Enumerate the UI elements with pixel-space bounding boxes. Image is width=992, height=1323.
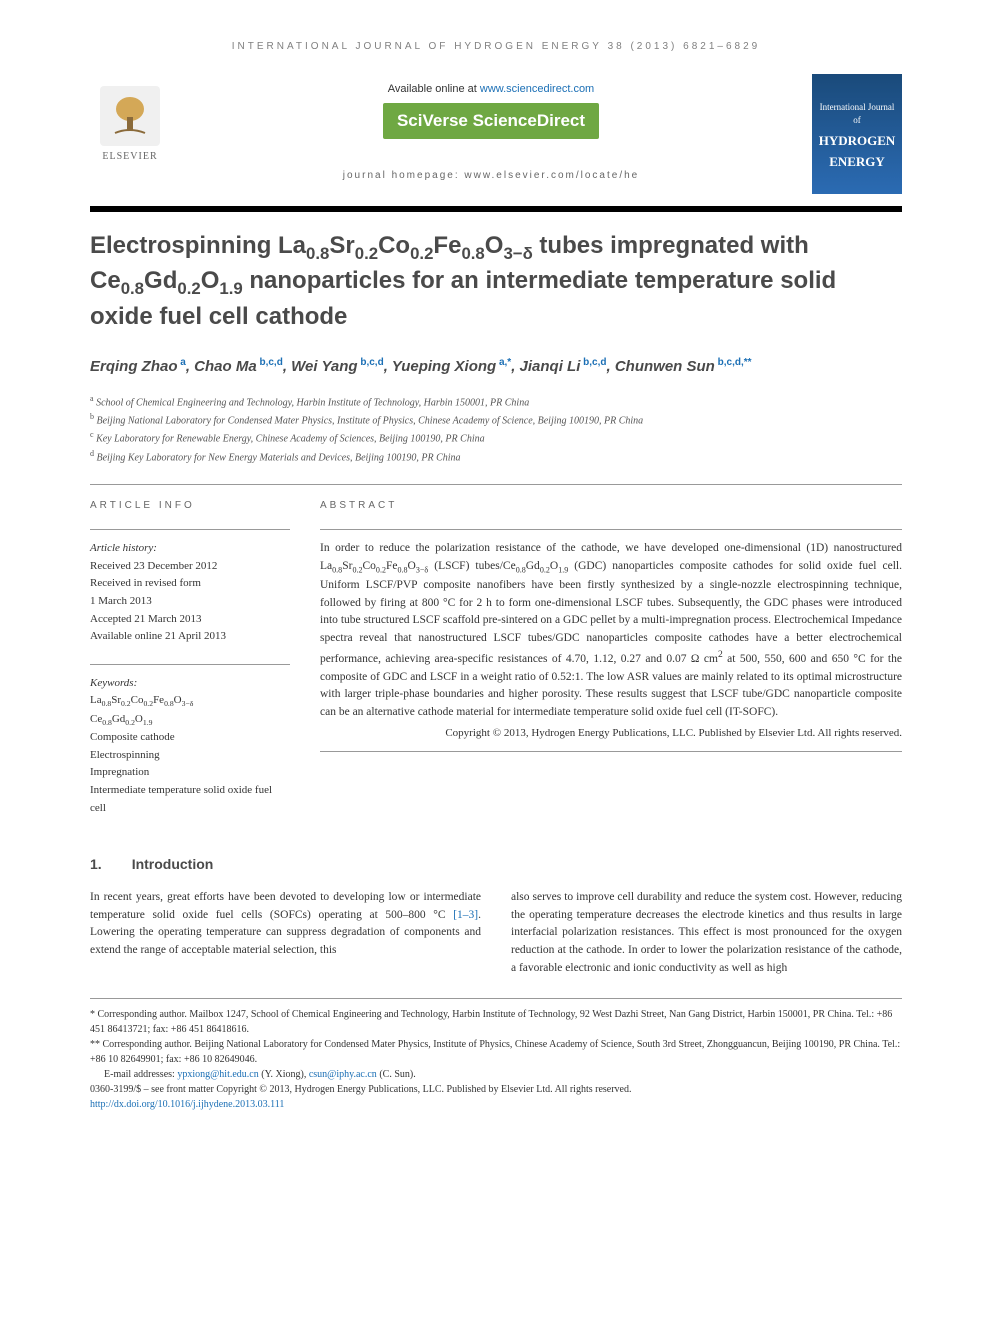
doi-link[interactable]: http://dx.doi.org/10.1016/j.ijhydene.201… [90,1099,284,1110]
keyword: Impregnation [90,764,290,782]
info-divider [90,664,290,665]
abstract-text: In order to reduce the polarization resi… [320,540,902,722]
divider [90,484,902,485]
history-line: Received 23 December 2012 [90,558,290,576]
available-online-text: Available online at www.sciencedirect.co… [170,82,812,97]
available-prefix: Available online at [388,83,480,95]
history-label: Article history: [90,540,290,558]
keyword: Ce0.8Gd0.2O1.9 [90,711,290,730]
running-header: INTERNATIONAL JOURNAL OF HYDROGEN ENERGY… [90,40,902,54]
history-line: 1 March 2013 [90,593,290,611]
section-title: Introduction [132,856,214,872]
keyword: Composite cathode [90,729,290,747]
corresponding-author-2: ** Corresponding author. Beijing Nationa… [90,1037,902,1067]
affiliations: a School of Chemical Engineering and Tec… [90,393,902,466]
body-col-left: In recent years, great efforts have been… [90,889,481,978]
elsevier-tree-icon [100,86,160,146]
sciencedirect-link[interactable]: www.sciencedirect.com [480,83,594,95]
footnotes: * Corresponding author. Mailbox 1247, Sc… [90,1007,902,1112]
journal-cover: International Journal of HYDROGEN ENERGY [812,74,902,194]
authors: Erqing Zhao a, Chao Ma b,c,d, Wei Yang b… [90,355,902,379]
section-number: 1. [90,856,102,872]
email-label: E-mail addresses: [104,1069,177,1080]
abstract-column: ABSTRACT In order to reduce the polariza… [320,499,902,835]
footer-divider [90,998,902,999]
abstract-heading: ABSTRACT [320,499,902,513]
email-name-2: (C. Sun). [377,1069,416,1080]
homepage-url[interactable]: www.elsevier.com/locate/he [464,170,639,181]
article-info-column: ARTICLE INFO Article history: Received 2… [90,499,290,835]
article-info-heading: ARTICLE INFO [90,499,290,513]
article-title: Electrospinning La0.8Sr0.2Co0.2Fe0.8O3−δ… [90,230,902,333]
elsevier-logo: ELSEVIER [90,74,170,164]
issn-copyright: 0360-3199/$ – see front matter Copyright… [90,1082,902,1097]
history-line: Accepted 21 March 2013 [90,611,290,629]
keyword: La0.8Sr0.2Co0.2Fe0.8O3−δ [90,692,290,711]
abstract-bottom-divider [320,751,902,752]
cover-energy: ENERGY [829,153,885,171]
article-history: Article history: Received 23 December 20… [90,540,290,646]
separator-bar [90,206,902,212]
corresponding-author-1: * Corresponding author. Mailbox 1247, Sc… [90,1007,902,1037]
abstract-divider [320,529,902,530]
history-line: Available online 21 April 2013 [90,628,290,646]
history-line: Received in revised form [90,575,290,593]
cover-hydrogen: HYDROGEN [819,132,896,150]
keywords: Keywords: La0.8Sr0.2Co0.2Fe0.8O3−δ Ce0.8… [90,675,290,818]
keyword: Electrospinning [90,747,290,765]
email-link-1[interactable]: ypxiong@hit.edu.cn [177,1069,258,1080]
affiliation-d: d Beijing Key Laboratory for New Energy … [90,448,902,466]
journal-homepage: journal homepage: www.elsevier.com/locat… [170,169,812,183]
email-link-2[interactable]: csun@iphy.ac.cn [309,1069,377,1080]
sciverse-badge: SciVerse ScienceDirect [383,103,599,139]
affiliation-a: a School of Chemical Engineering and Tec… [90,393,902,411]
keyword: Intermediate temperature solid oxide fue… [90,782,290,817]
center-banner: Available online at www.sciencedirect.co… [170,74,812,183]
email-name-1: (Y. Xiong), [259,1069,309,1080]
body-col-right: also serves to improve cell durability a… [511,889,902,978]
top-banner: ELSEVIER Available online at www.science… [90,74,902,194]
info-abstract-row: ARTICLE INFO Article history: Received 2… [90,499,902,835]
section-1-heading: 1. Introduction [90,855,902,875]
body-columns: In recent years, great efforts have been… [90,889,902,978]
email-addresses: E-mail addresses: ypxiong@hit.edu.cn (Y.… [90,1067,902,1082]
homepage-label: journal homepage: [343,170,465,181]
doi-line: http://dx.doi.org/10.1016/j.ijhydene.201… [90,1097,902,1112]
keywords-label: Keywords: [90,675,290,693]
affiliation-c: c Key Laboratory for Renewable Energy, C… [90,429,902,447]
cover-subtitle: International Journal of [812,97,902,130]
affiliation-b: b Beijing National Laboratory for Conden… [90,411,902,429]
info-divider [90,529,290,530]
elsevier-text: ELSEVIER [102,150,157,164]
abstract-copyright: Copyright © 2013, Hydrogen Energy Public… [320,726,902,741]
